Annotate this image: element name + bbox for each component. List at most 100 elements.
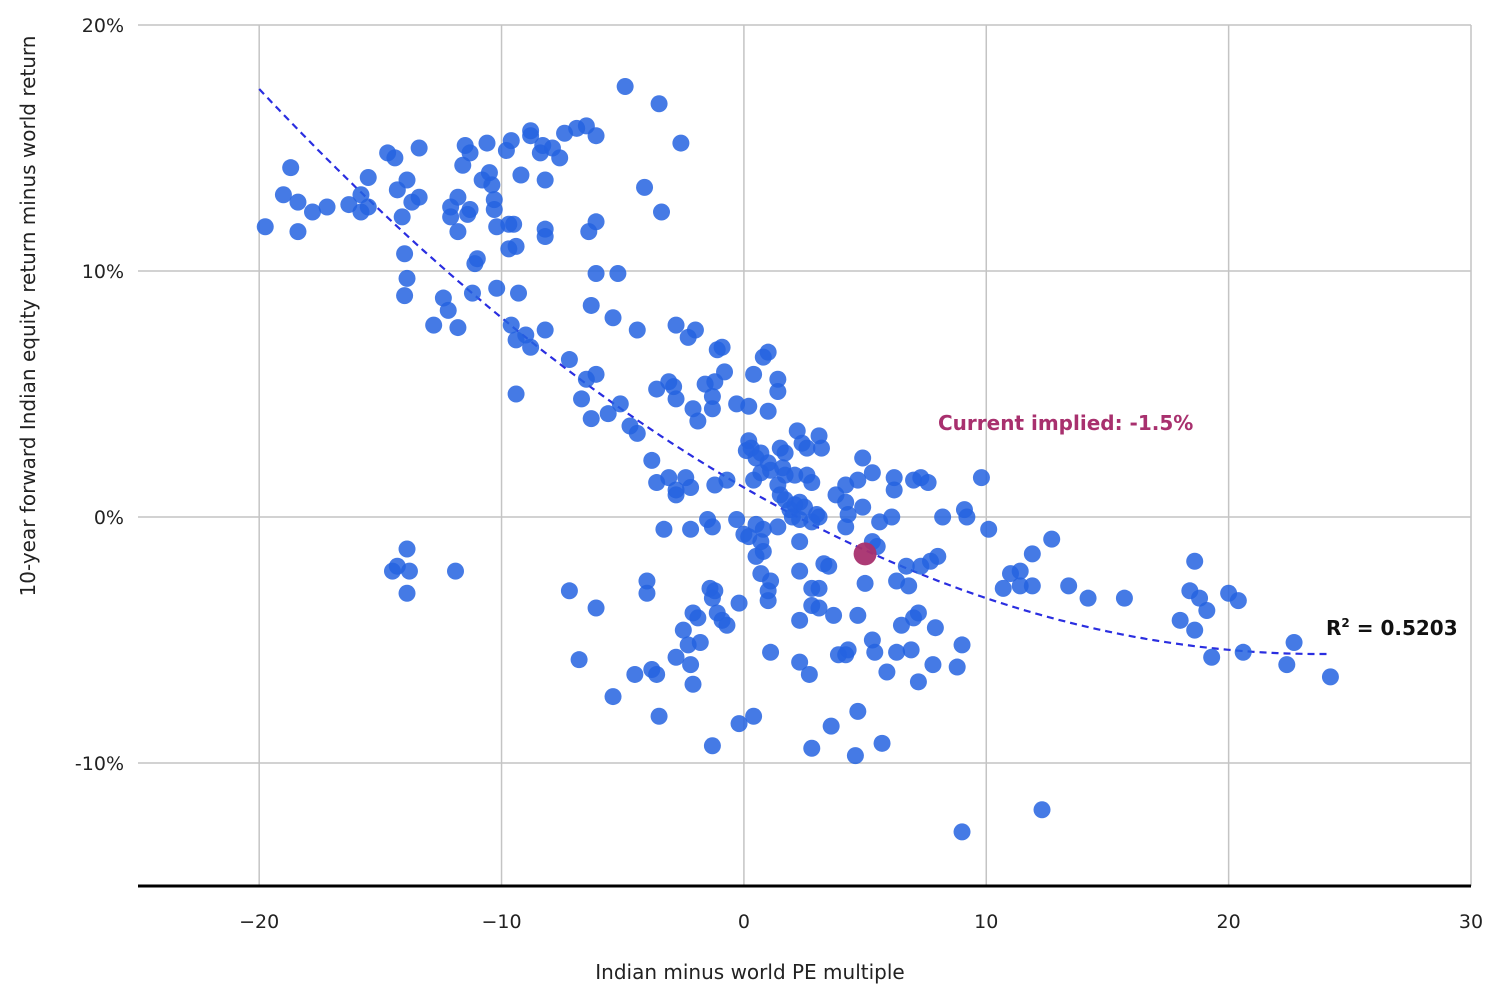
data-point [560, 351, 578, 369]
data-point [282, 159, 300, 177]
data-point [1186, 552, 1204, 570]
data-point [759, 402, 777, 420]
data-point [560, 582, 578, 600]
x-tick-label: 20 [1217, 911, 1241, 933]
data-point [888, 643, 906, 661]
data-point [703, 589, 721, 607]
data-point [461, 201, 479, 218]
data-point [628, 424, 646, 442]
data-point [718, 616, 736, 634]
data-point [648, 665, 666, 683]
data-point [703, 400, 721, 418]
data-point [570, 651, 588, 669]
data-point [655, 520, 673, 538]
data-point [769, 383, 787, 401]
data-point [839, 641, 857, 659]
data-point [468, 250, 486, 268]
data-point [718, 471, 736, 489]
data-point [587, 127, 605, 145]
data-point [628, 321, 646, 339]
data-point [948, 658, 966, 676]
data-point [909, 604, 927, 622]
data-point [580, 223, 598, 241]
data-point [359, 169, 377, 187]
r2-value: = 0.5203 [1350, 616, 1458, 640]
data-point [626, 665, 644, 683]
data-point [643, 451, 661, 469]
data-point [505, 215, 523, 233]
data-point [684, 675, 702, 693]
data-point [667, 390, 685, 408]
data-point [759, 592, 777, 610]
data-point [958, 508, 976, 526]
data-point [1191, 589, 1209, 607]
data-point [798, 439, 816, 457]
data-point [924, 656, 942, 674]
data-point [393, 208, 411, 226]
data-point [980, 520, 998, 538]
data-point [682, 520, 700, 538]
data-point [803, 513, 821, 531]
data-point [885, 469, 903, 487]
data-point [551, 149, 569, 167]
data-point [522, 338, 540, 356]
y-axis-title: 10-year forward Indian equity return min… [16, 36, 40, 597]
r2-prefix: R [1326, 616, 1341, 640]
data-point [439, 301, 457, 319]
data-point [791, 611, 809, 629]
data-point [1321, 668, 1339, 686]
data-point [289, 223, 307, 241]
r2-superscript: 2 [1341, 616, 1349, 630]
data-point [682, 478, 700, 496]
data-point [449, 319, 467, 337]
x-tick-label: 30 [1459, 911, 1483, 933]
data-point [769, 518, 787, 536]
data-point [1115, 589, 1133, 607]
data-point [318, 198, 336, 216]
r-squared-label: R2 = 0.5203 [1326, 616, 1458, 640]
data-point [776, 444, 794, 462]
y-tick-label: 20% [82, 15, 124, 37]
data-point [926, 619, 944, 637]
data-point [507, 385, 525, 403]
data-point [800, 665, 818, 683]
data-point [478, 134, 496, 152]
data-point [449, 188, 467, 206]
data-point [900, 577, 918, 595]
data-point [522, 127, 540, 145]
data-point [810, 599, 828, 617]
data-point [972, 469, 990, 487]
data-point [667, 486, 685, 504]
data-point [747, 547, 765, 565]
data-point [359, 198, 377, 216]
data-point [483, 176, 501, 194]
data-point [650, 707, 668, 725]
data-point [461, 144, 479, 162]
data-point [691, 633, 709, 651]
data-point [660, 469, 678, 487]
data-point [812, 439, 830, 457]
data-point [953, 823, 971, 841]
data-point [1079, 589, 1097, 607]
data-point [994, 579, 1012, 597]
y-tick-label: 10% [82, 261, 124, 283]
x-axis-title: Indian minus world PE multiple [595, 960, 904, 984]
data-point [689, 412, 707, 430]
data-point [653, 203, 671, 221]
data-point [1011, 577, 1029, 595]
data-point [730, 715, 748, 733]
data-point [1285, 633, 1303, 651]
data-point [463, 284, 481, 302]
data-point [786, 466, 804, 484]
data-point [304, 203, 322, 221]
data-point [485, 201, 503, 218]
data-point [873, 734, 891, 752]
data-point [1198, 601, 1216, 619]
data-point [849, 702, 867, 720]
data-point [636, 178, 654, 196]
data-point [1023, 577, 1041, 595]
data-point [587, 365, 605, 383]
data-point [582, 410, 600, 428]
data-point [866, 643, 884, 661]
data-point [759, 343, 777, 361]
